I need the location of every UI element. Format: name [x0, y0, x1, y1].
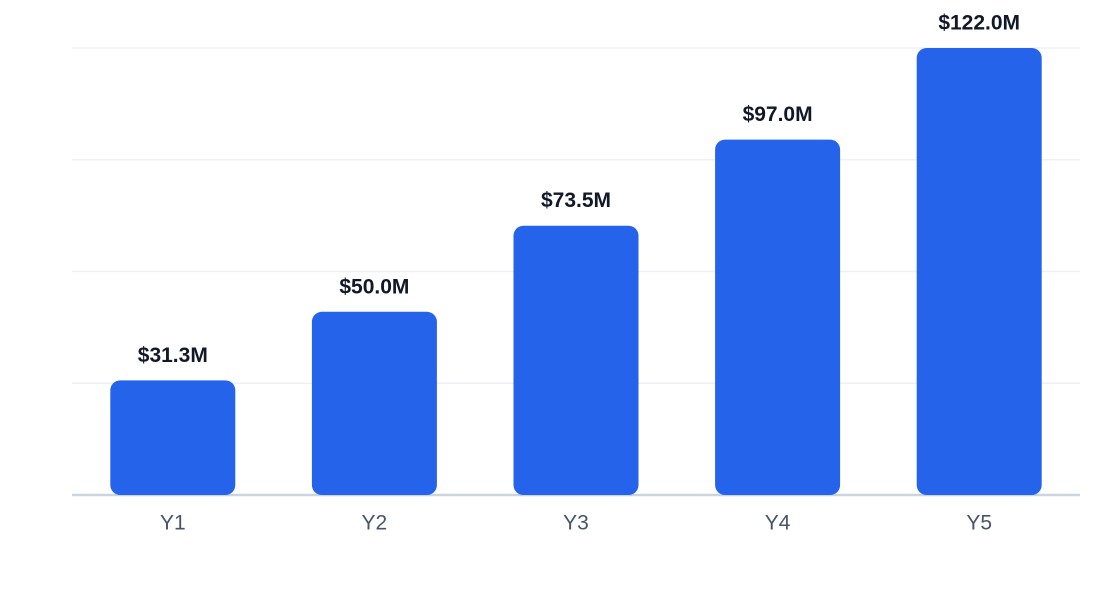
value-label: $31.3M	[138, 344, 208, 367]
x-tick-label: Y4	[765, 512, 791, 535]
bar	[916, 48, 1042, 495]
value-label: $50.0M	[339, 275, 409, 298]
x-tick-label: Y2	[362, 512, 388, 535]
bar	[110, 380, 236, 495]
bar	[311, 311, 437, 495]
bar	[513, 225, 639, 496]
value-label: $73.5M	[541, 189, 611, 212]
bar	[715, 139, 841, 495]
x-tick-label: Y3	[563, 512, 589, 535]
value-label: $122.0M	[938, 12, 1020, 35]
value-label: $97.0M	[743, 103, 813, 126]
x-tick-label: Y5	[966, 512, 992, 535]
x-tick-label: Y1	[160, 512, 186, 535]
